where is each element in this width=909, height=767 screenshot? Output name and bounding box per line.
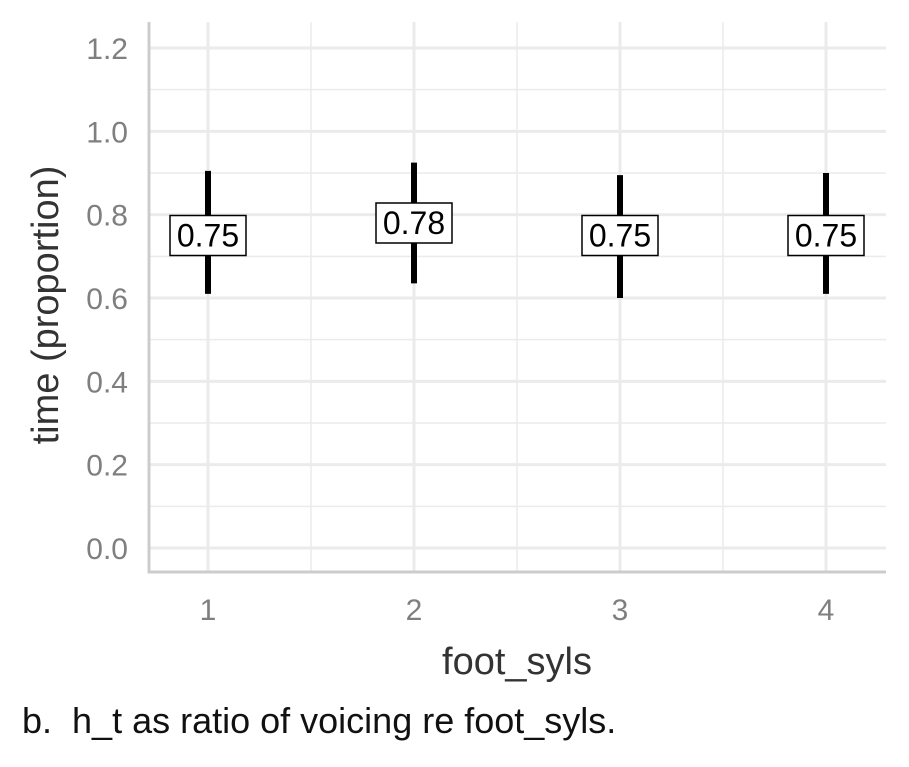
value-label-box bbox=[787, 214, 865, 257]
y-tick-label: 0.8 bbox=[86, 200, 128, 233]
y-tick-label: 0.0 bbox=[86, 533, 128, 566]
y-axis-title: time (proportion) bbox=[25, 166, 67, 445]
x-axis-title: foot_syls bbox=[442, 641, 592, 683]
x-tick-label: 2 bbox=[406, 594, 423, 627]
value-label-box bbox=[375, 202, 453, 244]
y-tick-label: 0.4 bbox=[86, 366, 128, 399]
axes bbox=[147, 22, 886, 574]
value-label-box bbox=[169, 214, 247, 257]
value-label-box bbox=[581, 214, 659, 257]
y-tick-label: 0.2 bbox=[86, 450, 128, 483]
error-bar-group: 0.78 bbox=[375, 162, 453, 284]
x-tick-label: 4 bbox=[818, 594, 835, 627]
error-bar-group: 0.75 bbox=[787, 173, 865, 294]
error-bars: 0.75 0.78 0.75 0.75 bbox=[169, 162, 865, 298]
x-tick-label: 1 bbox=[200, 594, 217, 627]
x-tick-label: 3 bbox=[612, 594, 629, 627]
value-label: 0.78 bbox=[383, 205, 445, 241]
y-tick-labels: 0.0 0.2 0.4 0.6 0.8 1.0 1.2 bbox=[86, 33, 128, 566]
y-tick-label: 0.6 bbox=[86, 283, 128, 316]
error-bar-group: 0.75 bbox=[169, 170, 247, 294]
x-tick-labels: 1 2 3 4 bbox=[200, 594, 835, 627]
error-bar-group: 0.75 bbox=[581, 175, 659, 298]
value-label: 0.75 bbox=[795, 218, 857, 254]
figure-caption: b. h_t as ratio of voicing re foot_syls. bbox=[22, 700, 617, 741]
y-tick-label: 1.0 bbox=[86, 116, 128, 149]
grid bbox=[149, 22, 886, 572]
y-tick-label: 1.2 bbox=[86, 33, 128, 66]
value-label: 0.75 bbox=[177, 218, 239, 254]
value-label: 0.75 bbox=[589, 218, 651, 254]
